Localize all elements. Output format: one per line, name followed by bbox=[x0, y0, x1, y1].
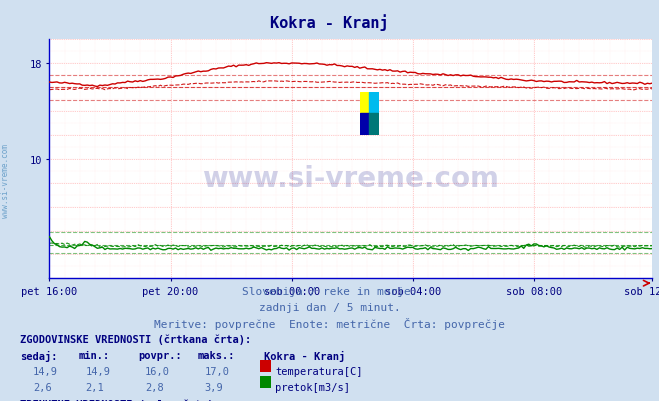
Bar bbox=[369, 93, 379, 114]
Text: maks.:: maks.: bbox=[198, 350, 235, 360]
Text: sedaj:: sedaj: bbox=[20, 350, 57, 361]
Text: 14,9: 14,9 bbox=[86, 367, 111, 377]
Text: 17,0: 17,0 bbox=[204, 367, 229, 377]
Text: www.si-vreme.com: www.si-vreme.com bbox=[1, 144, 10, 217]
Text: Slovenija / reke in morje.: Slovenija / reke in morje. bbox=[242, 287, 417, 297]
Text: www.si-vreme.com: www.si-vreme.com bbox=[202, 164, 500, 192]
Text: 3,9: 3,9 bbox=[204, 382, 223, 392]
Text: 14,9: 14,9 bbox=[33, 367, 58, 377]
Bar bbox=[360, 93, 369, 114]
Text: min.:: min.: bbox=[79, 350, 110, 360]
Text: pretok[m3/s]: pretok[m3/s] bbox=[275, 382, 351, 392]
Text: Kokra - Kranj: Kokra - Kranj bbox=[264, 350, 345, 361]
Text: 2,6: 2,6 bbox=[33, 382, 51, 392]
Text: 16,0: 16,0 bbox=[145, 367, 170, 377]
Bar bbox=[360, 114, 369, 136]
Text: Kokra - Kranj: Kokra - Kranj bbox=[270, 14, 389, 31]
Bar bbox=[369, 114, 379, 136]
Text: povpr.:: povpr.: bbox=[138, 350, 182, 360]
Text: 2,8: 2,8 bbox=[145, 382, 163, 392]
Text: zadnji dan / 5 minut.: zadnji dan / 5 minut. bbox=[258, 302, 401, 312]
Text: TRENUTNE VREDNOSTI (polna črta):: TRENUTNE VREDNOSTI (polna črta): bbox=[20, 399, 219, 401]
Text: temperatura[C]: temperatura[C] bbox=[275, 367, 363, 377]
Text: 2,1: 2,1 bbox=[86, 382, 104, 392]
Text: Meritve: povprečne  Enote: metrične  Črta: povprečje: Meritve: povprečne Enote: metrične Črta:… bbox=[154, 317, 505, 329]
Text: ZGODOVINSKE VREDNOSTI (črtkana črta):: ZGODOVINSKE VREDNOSTI (črtkana črta): bbox=[20, 334, 251, 344]
